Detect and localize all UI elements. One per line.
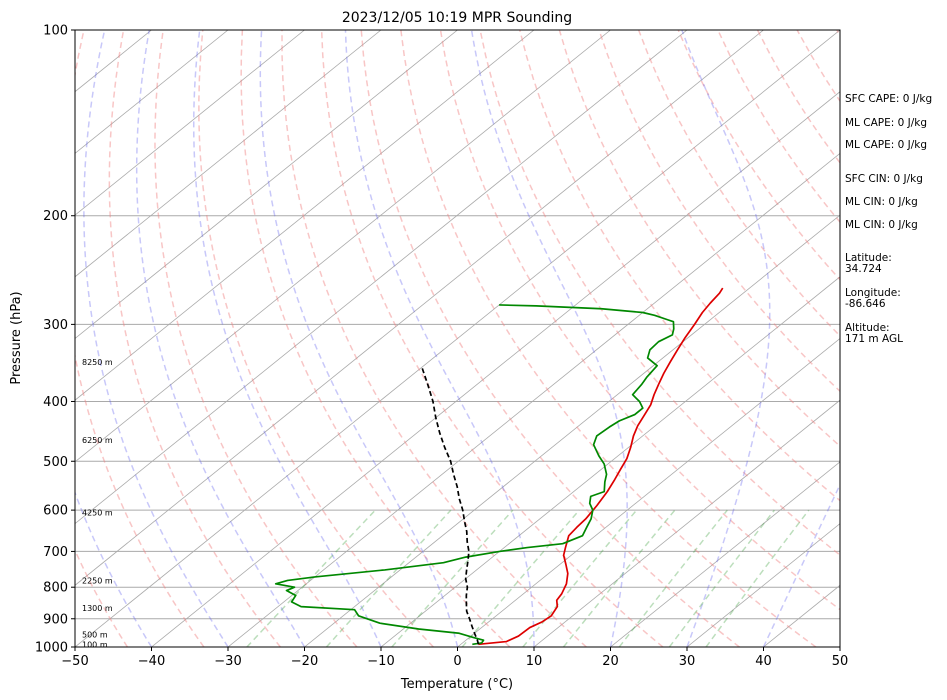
x-tick-label: −40 [138,654,165,669]
y-tick-label: 400 [43,395,68,410]
temperature-profile [478,287,724,646]
mixing-ratio-line [562,509,676,647]
x-tick-label: 40 [755,654,772,669]
dry-adiabat-line [108,30,281,647]
dry-adiabat-line [519,30,840,502]
isotherm-line [75,30,229,154]
mixing-ratio-line [391,509,514,647]
moist-adiabat-line [344,30,535,647]
isotherm-line [227,152,840,647]
y-axis-label: Pressure (hPa) [9,291,24,384]
stat-label: ML CIN: 0 J/kg [845,196,918,208]
x-tick-label: 10 [526,654,543,669]
stat-label: SFC CAPE: 0 J/kg [845,93,932,105]
y-tick-label: 900 [43,612,68,627]
mixing-ratio-line [705,509,810,647]
x-tick-label: −20 [291,654,318,669]
chart-series [274,287,724,646]
height-label: 4250 m [82,508,113,517]
isotherm-line [75,30,535,401]
moist-adiabat-line [259,30,459,647]
isotherm-line [75,30,305,216]
stat-label: Latitude: [845,252,892,264]
dry-adiabat-line [240,30,511,647]
x-tick-label: 30 [679,654,696,669]
dry-adiabat-line [75,548,129,647]
dry-adiabat-line [75,30,205,647]
stat-value: 34.724 [845,263,882,275]
y-tick-label: 300 [43,318,68,333]
isotherm-line [380,276,840,647]
y-tick-label: 500 [43,455,68,470]
mixing-ratio-line [325,509,452,647]
mixing-ratio-line [246,509,376,647]
x-tick-label: −10 [367,654,394,669]
moist-adiabat-line [75,490,153,647]
chart-axes: −50 −40 −30 −20 −10 0 10 20 30 40 50 100 200 300 400 50… [35,24,848,670]
stat-label: SFC CIN: 0 J/kg [845,173,923,185]
mixing-ratio-line [618,509,728,647]
y-tick-label: 600 [43,504,68,519]
x-tick-label: 0 [453,654,461,669]
height-label: 500 m [82,631,108,640]
height-label: 100 m [82,640,108,649]
isotherm-line [610,461,840,647]
x-tick-label: −30 [214,654,241,669]
height-label: 6250 m [82,436,113,445]
isotherm-line [151,91,840,647]
isotherm-line [457,337,840,647]
dry-adiabat-line [281,30,587,647]
isotherm-line [75,30,688,525]
chart-title: 2023/12/05 10:19 MPR Sounding [342,10,572,26]
stat-label: Altitude: [845,322,890,334]
dry-adiabat-line [198,30,434,647]
x-tick-label: 50 [832,654,849,669]
isotherm-line [686,523,840,647]
mixing-ratio-line [668,509,775,647]
y-tick-label: 100 [43,24,68,39]
y-tick-label: 700 [43,545,68,560]
isotherm-line [304,214,840,647]
x-tick-label: 20 [602,654,619,669]
y-tick-label: 800 [43,581,68,596]
isotherm-line [75,30,458,340]
dry-adiabat-line [360,30,740,647]
dry-adiabat-line [439,30,840,611]
stat-label: Longitude: [845,287,901,299]
mixing-ratio-line [522,509,638,647]
height-label: 1300 m [82,604,113,613]
dewpoint-profile [274,304,675,646]
isotherm-line [75,30,611,463]
moist-adiabat-line [470,30,628,647]
moist-adiabat-line [135,30,306,647]
y-tick-label: 1000 [35,641,68,656]
x-tick-label: −50 [61,654,88,669]
stats-panel: SFC CAPE: 0 J/kg ML CAPE: 0 J/kg ML CAPE: … [845,93,932,345]
isotherm-line [75,30,382,278]
stat-value: -86.646 [845,298,886,310]
isotherm-line [75,30,764,586]
isotherm-line [533,399,840,647]
stat-label: ML CAPE: 0 J/kg [845,139,927,151]
dry-adiabat-line [154,30,358,647]
height-label: 8250 m [82,358,113,367]
stat-label: ML CIN: 0 J/kg [845,219,918,231]
moist-adiabat-line [192,30,382,647]
moist-adiabat-line [83,30,229,647]
stat-label: ML CAPE: 0 J/kg [845,117,927,129]
height-label: 2250 m [82,576,113,585]
isotherm-line [75,30,840,647]
chart-grid [75,30,840,647]
y-tick-label: 200 [43,209,68,224]
dry-adiabat-line [400,30,817,647]
parcel-path [421,366,480,645]
x-axis-label: Temperature (°C) [400,677,513,692]
mixing-ratio-line [461,509,580,647]
stat-value: 171 m AGL [845,333,903,345]
dry-adiabat-line [479,30,840,556]
moist-adiabat-line [681,30,771,647]
